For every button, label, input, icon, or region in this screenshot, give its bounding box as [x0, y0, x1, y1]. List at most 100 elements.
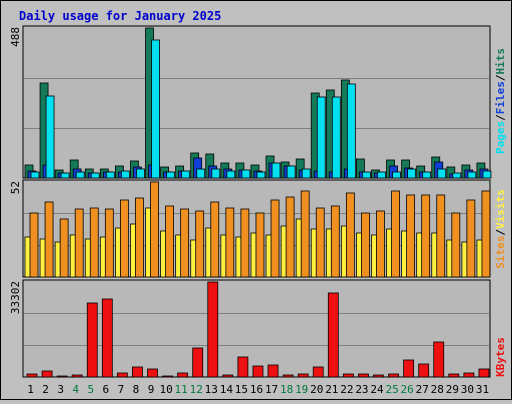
bar-visits-day-15 [240, 208, 250, 278]
bar-kbytes-day-7 [116, 372, 128, 378]
x-tick-label-23: 23 [355, 383, 368, 396]
bar-visits-day-4 [74, 208, 84, 278]
chart-title: Daily usage for January 2025 [19, 9, 221, 23]
x-tick-label-14: 14 [220, 383, 234, 396]
bar-pages-day-2 [45, 95, 55, 179]
plot-area-1 [22, 25, 491, 179]
bar-pages-day-26 [407, 168, 417, 179]
bar-visits-day-24 [376, 210, 385, 278]
chart-panels: 4885233302Pages/Files/HitsSites/VisitsKB… [9, 25, 507, 396]
bar-kbytes-day-29 [448, 373, 460, 378]
bar-kbytes-day-5 [86, 302, 98, 378]
x-tick-label-8: 8 [133, 383, 140, 396]
x-tick-label-1: 1 [27, 383, 34, 396]
legend-hits-files-pages-hits: Hits [494, 48, 507, 75]
bar-kbytes-day-13 [207, 281, 219, 378]
bar-kbytes-day-15 [237, 356, 249, 378]
x-tick-label-24: 24 [370, 383, 384, 396]
bar-visits-day-31 [481, 190, 491, 278]
legend-hits-files-pages-pages: Pages [494, 121, 507, 154]
bar-kbytes-day-6 [101, 298, 113, 378]
bar-pages-day-25 [392, 171, 401, 179]
bar-visits-day-22 [345, 192, 355, 278]
bar-kbytes-day-1 [26, 373, 38, 378]
bar-visits-day-2 [44, 201, 54, 278]
bar-visits-day-5 [89, 207, 99, 278]
x-tick-label-21: 21 [325, 383, 338, 396]
x-tick-label-26: 26 [401, 383, 414, 396]
bar-pages-day-14 [226, 170, 236, 179]
bar-kbytes-day-27 [418, 363, 430, 378]
x-tick-label-11: 11 [175, 383, 188, 396]
bar-kbytes-day-22 [342, 373, 354, 378]
bar-pages-day-21 [331, 96, 341, 179]
bar-visits-day-8 [135, 197, 144, 278]
bar-kbytes-day-17 [267, 364, 279, 378]
bar-visits-day-6 [104, 208, 114, 278]
bar-visits-day-3 [59, 218, 69, 278]
x-tick-label-31: 31 [476, 383, 489, 396]
x-tick-label-6: 6 [103, 383, 110, 396]
bar-kbytes-day-3 [56, 375, 68, 378]
bar-pages-day-3 [60, 172, 70, 179]
x-tick-label-22: 22 [340, 383, 353, 396]
bar-pages-day-19 [301, 168, 311, 179]
x-tick-label-15: 15 [235, 383, 248, 396]
bar-kbytes-day-20 [312, 366, 324, 378]
bar-kbytes-day-23 [358, 373, 369, 378]
bar-pages-day-4 [75, 171, 85, 179]
bar-visits-day-14 [225, 207, 235, 278]
bar-pages-day-20 [316, 96, 326, 179]
bar-kbytes-day-9 [147, 368, 158, 378]
bar-pages-day-29 [452, 172, 462, 179]
y-max-label-1: 488 [9, 27, 22, 47]
bar-visits-day-27 [421, 194, 431, 278]
bar-visits-day-7 [119, 199, 129, 278]
bar-kbytes-day-21 [327, 292, 339, 378]
bar-pages-day-1 [30, 171, 40, 179]
bar-pages-day-15 [241, 169, 251, 179]
bar-pages-day-31 [482, 170, 492, 179]
bar-pages-day-30 [467, 171, 477, 179]
x-tick-label-25: 25 [385, 383, 398, 396]
bar-pages-day-16 [256, 171, 266, 179]
legend-kbytes: KBytes [494, 337, 507, 377]
x-tick-label-12: 12 [190, 383, 203, 396]
legend-visits-sites-separator: / [494, 229, 507, 236]
bar-kbytes-day-24 [373, 374, 384, 378]
x-tick-label-29: 29 [446, 383, 459, 396]
x-tick-label-18: 18 [280, 383, 293, 396]
legend-hits-files-pages-separator: / [494, 114, 507, 121]
bar-pages-day-7 [120, 170, 130, 179]
bar-pages-day-28 [437, 168, 447, 179]
bar-visits-day-19 [300, 190, 310, 278]
bar-pages-day-22 [346, 83, 356, 179]
bar-visits-day-26 [406, 194, 416, 278]
x-tick-label-2: 2 [42, 383, 49, 396]
bar-kbytes-day-4 [71, 374, 83, 378]
bar-visits-day-30 [466, 199, 476, 278]
bar-kbytes-day-16 [252, 365, 264, 378]
bar-pages-day-17 [271, 162, 281, 179]
bar-pages-day-8 [136, 168, 145, 179]
bar-visits-day-12 [195, 210, 205, 278]
x-tick-label-27: 27 [416, 383, 429, 396]
bar-visits-day-18 [285, 196, 295, 278]
x-tick-label-13: 13 [205, 383, 218, 396]
bar-visits-day-9 [150, 181, 159, 278]
legend-hits-files-pages: Pages/Files/Hits [494, 48, 507, 154]
x-tick-label-17: 17 [265, 383, 278, 396]
bar-pages-day-9 [151, 39, 160, 179]
bar-kbytes-day-8 [132, 366, 143, 378]
bar-pages-day-12 [196, 168, 206, 179]
bar-pages-day-27 [422, 171, 432, 179]
x-tick-label-19: 19 [295, 383, 308, 396]
bar-kbytes-day-30 [463, 372, 475, 378]
x-tick-label-3: 3 [57, 383, 64, 396]
bar-visits-day-20 [315, 207, 325, 278]
bar-visits-day-16 [255, 212, 265, 278]
x-tick-label-10: 10 [159, 383, 172, 396]
legend-kbytes-kbytes: KBytes [494, 337, 507, 377]
